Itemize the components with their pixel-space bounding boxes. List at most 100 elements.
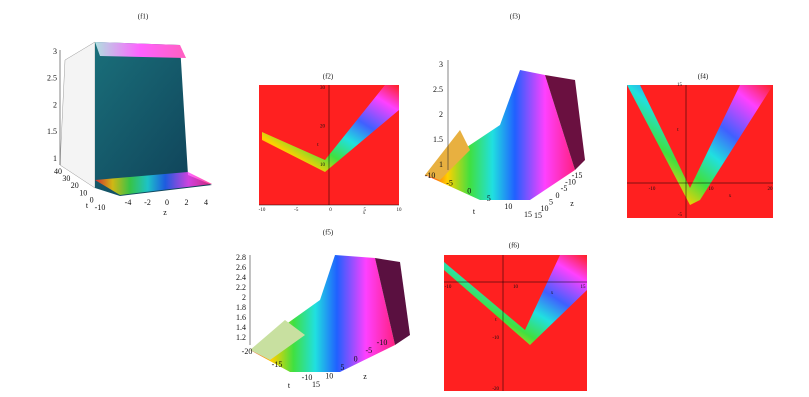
vertical-tick-label: 2.6 <box>236 263 246 272</box>
surface <box>95 42 212 196</box>
t-axis-label: t <box>86 201 89 210</box>
z-tick-label: -15 <box>572 171 583 180</box>
t-axis-label: t <box>473 207 476 216</box>
t-tick-label: -5 <box>678 213 683 218</box>
t-tick-label: 15 <box>524 210 532 219</box>
z-tick-label: -5 <box>561 184 568 193</box>
density-band <box>262 85 399 172</box>
panel-title: (f5) <box>323 229 334 237</box>
vertical-tick-label: 2 <box>439 110 443 119</box>
vertical-tick-label: 1 <box>53 154 57 163</box>
plot-art <box>59 41 773 391</box>
t-tick-label: 10 <box>504 202 512 211</box>
t-axis-label: t <box>677 128 679 133</box>
x-axis-label: x <box>551 291 554 296</box>
vertical-tick-label: 3 <box>439 60 443 69</box>
t-tick-label: 0 <box>90 196 94 205</box>
vertical-tick-label: 1.5 <box>433 135 443 144</box>
t-tick-label: -15 <box>272 360 283 369</box>
t-tick-label: 30 <box>62 174 70 183</box>
panel-title: (f4) <box>698 73 709 81</box>
t-tick-label: 30 <box>320 86 326 91</box>
surface-base <box>250 320 305 360</box>
t-tick-label: 20 <box>71 181 79 190</box>
surface-base <box>425 130 470 180</box>
x-axis-label: x <box>363 211 366 216</box>
t-tick-label: -5 <box>446 179 453 188</box>
z-tick-label: 4 <box>204 198 208 207</box>
z-tick-label: -10 <box>565 177 576 186</box>
x-tick-label: 20 <box>768 187 774 192</box>
z-tick-label: 5 <box>340 363 344 372</box>
x-tick-label: -5 <box>294 208 299 213</box>
vertical-tick-label: 2.2 <box>236 283 246 292</box>
z-axis-label: z <box>163 208 167 217</box>
panel-title: (f6) <box>509 242 520 250</box>
vertical-tick-label: 2.4 <box>236 273 246 282</box>
vertical-tick-label: 3 <box>53 47 57 56</box>
density-band <box>627 85 773 205</box>
x-tick-label: 10 <box>513 285 519 290</box>
t-tick-label: 10 <box>320 163 326 168</box>
vertical-tick-label: 2.5 <box>47 74 57 83</box>
vertical-tick-label: 1.8 <box>236 303 246 312</box>
x-tick-label: 0 <box>329 208 332 213</box>
t-axis-label: t <box>288 381 291 390</box>
z-axis-label: z <box>570 199 574 208</box>
z-tick-label: 15 <box>534 211 542 220</box>
t-tick-label: -10 <box>425 171 436 180</box>
t-tick-label: -10 <box>302 373 313 382</box>
surface <box>425 70 575 200</box>
t-tick-label: -20 <box>242 347 253 356</box>
x-tick-label: 10 <box>397 208 403 213</box>
vertical-tick-label: 1.4 <box>236 323 246 332</box>
z-tick-label: 10 <box>325 371 333 380</box>
t-tick-label: 10 <box>79 188 87 197</box>
z-tick-label: 5 <box>549 197 553 206</box>
surface-side <box>545 75 585 170</box>
surface-side <box>375 258 410 345</box>
z-tick-label: 0 <box>556 191 560 200</box>
x-tick-label: -10 <box>259 208 266 213</box>
panel-title: (f1) <box>138 13 149 21</box>
x-tick-label: -10 <box>649 187 656 192</box>
t-tick-label: 40 <box>54 167 62 176</box>
z-tick-label: 2 <box>185 198 189 207</box>
vertical-tick-label: 2 <box>242 293 246 302</box>
t-axis-label: t <box>495 318 497 323</box>
x-tick-label: 15 <box>581 285 587 290</box>
vertical-tick-label: 1.5 <box>47 127 57 136</box>
x-tick-label: 10 <box>709 187 715 192</box>
panel-title: (f3) <box>510 13 521 21</box>
surface-side <box>59 41 96 189</box>
z-tick-label: 0 <box>354 355 358 364</box>
t-tick-label: 5 <box>487 194 491 203</box>
x-tick-label: -10 <box>445 285 452 290</box>
x-tick-label: 5 <box>364 208 367 213</box>
vertical-tick-label: 1.2 <box>236 333 246 342</box>
density-band <box>444 255 587 345</box>
vertical-tick-label: 1 <box>439 160 443 169</box>
vertical-tick-label: 2.5 <box>433 85 443 94</box>
t-tick-label: 0 <box>467 186 471 195</box>
t-tick-label: -20 <box>492 387 499 392</box>
t-tick-label: 20 <box>320 125 326 130</box>
t-axis-label: t <box>317 143 319 148</box>
surface-top <box>95 42 186 58</box>
z-tick-label: -10 <box>377 338 388 347</box>
vertical-tick-label: 2 <box>53 100 57 109</box>
vertical-tick-label: 1.6 <box>236 313 246 322</box>
z-axis-label: z <box>363 372 367 381</box>
z-tick-label: 15 <box>312 380 320 389</box>
z-tick-label: -4 <box>125 198 132 207</box>
surface-base <box>95 172 212 195</box>
z-tick-label: -2 <box>144 198 151 207</box>
z-tick-label: -5 <box>365 346 372 355</box>
x-axis-label: x <box>729 194 732 199</box>
z-tick-label: 0 <box>165 198 169 207</box>
panel-title: (f2) <box>323 73 334 81</box>
t-tick-label: -10 <box>492 336 499 341</box>
t-tick-label: 15 <box>677 83 683 88</box>
